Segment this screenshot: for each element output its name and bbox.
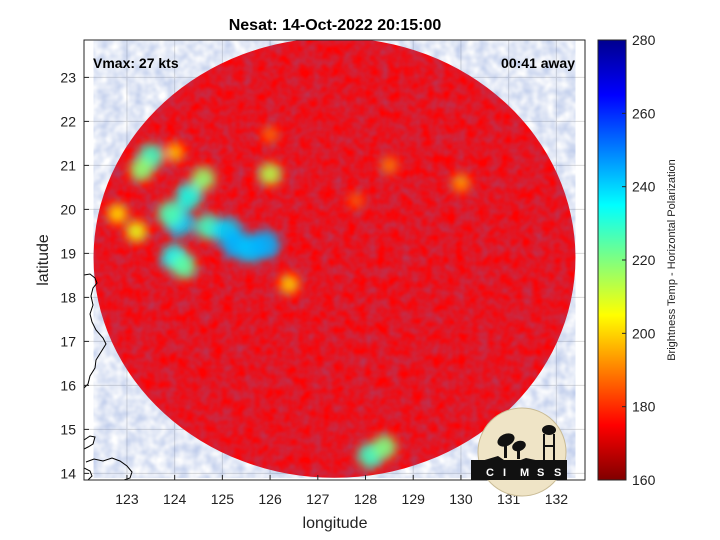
convective-cell (165, 143, 184, 162)
plot-frame (83, 39, 586, 481)
colorbar-ticks: 160 180 200 220 240 260 280 (622, 32, 656, 488)
convective-cell (107, 204, 127, 224)
y-tick-label: 20 (60, 201, 76, 217)
x-tick-label: 129 (402, 491, 426, 507)
x-tick-label: 132 (545, 491, 569, 507)
y-tick-label: 15 (60, 421, 76, 437)
colorbar-tick-label: 240 (632, 179, 656, 195)
x-axis-label: longitude (303, 515, 368, 532)
y-tick-label: 16 (60, 377, 76, 393)
swath-texture (93, 40, 576, 478)
colorbar-tick-label: 220 (632, 252, 656, 268)
time-offset-annotation: 00:41 away (501, 55, 575, 71)
convective-cell (372, 435, 397, 459)
x-tick-label: 125 (211, 491, 235, 507)
x-tick-label: 130 (449, 491, 473, 507)
y-tick-label: 22 (60, 113, 76, 129)
vmax-annotation: Vmax: 27 kts (93, 55, 179, 71)
coastline (84, 273, 133, 480)
y-axis-ticks: 14 15 16 17 18 19 20 21 22 23 (60, 69, 89, 481)
logo-letter: S (554, 467, 561, 479)
y-tick-label: 18 (60, 289, 76, 305)
convective-cell (250, 229, 281, 260)
colorbar (597, 39, 627, 481)
y-tick-label: 23 (60, 69, 76, 85)
y-tick-label: 14 (60, 465, 76, 481)
colorbar-tick-label: 280 (632, 32, 656, 48)
convective-cell (348, 193, 364, 209)
convective-cell (259, 163, 282, 186)
convective-cell (126, 221, 147, 242)
x-tick-label: 126 (258, 491, 282, 507)
colorbar-tick-label: 200 (632, 325, 656, 341)
chart-title: Nesat: 14-Oct-2022 20:15:00 (229, 17, 442, 34)
y-tick-label: 17 (60, 333, 76, 349)
convective-cell (171, 254, 197, 279)
logo-letter: M (520, 467, 529, 479)
convective-cell (129, 158, 153, 182)
convective-cell (157, 201, 183, 227)
logo-letter: C (486, 467, 494, 479)
colorbar-label: Brightness Temp - Horizontal Polarizatio… (666, 159, 678, 361)
logo-letter: S (537, 467, 544, 479)
convective-cell (381, 157, 398, 174)
x-tick-label: 124 (163, 491, 187, 507)
convective-cell (175, 182, 203, 210)
y-tick-label: 19 (60, 245, 76, 261)
colorbar-tick-label: 180 (632, 399, 656, 415)
convective-cell (279, 274, 299, 294)
colorbar-tick-label: 160 (632, 472, 656, 488)
colorbar-tick-label: 260 (632, 105, 656, 121)
convective-cell (191, 167, 215, 191)
x-tick-label: 128 (354, 491, 378, 507)
x-tick-label: 123 (115, 491, 139, 507)
convective-cell (262, 126, 278, 143)
y-axis-label: latitude (35, 234, 52, 286)
y-tick-label: 21 (60, 157, 76, 173)
x-tick-label: 127 (306, 491, 330, 507)
convective-features (107, 126, 470, 469)
logo-letter: I (503, 467, 506, 479)
convective-cell (452, 174, 470, 192)
